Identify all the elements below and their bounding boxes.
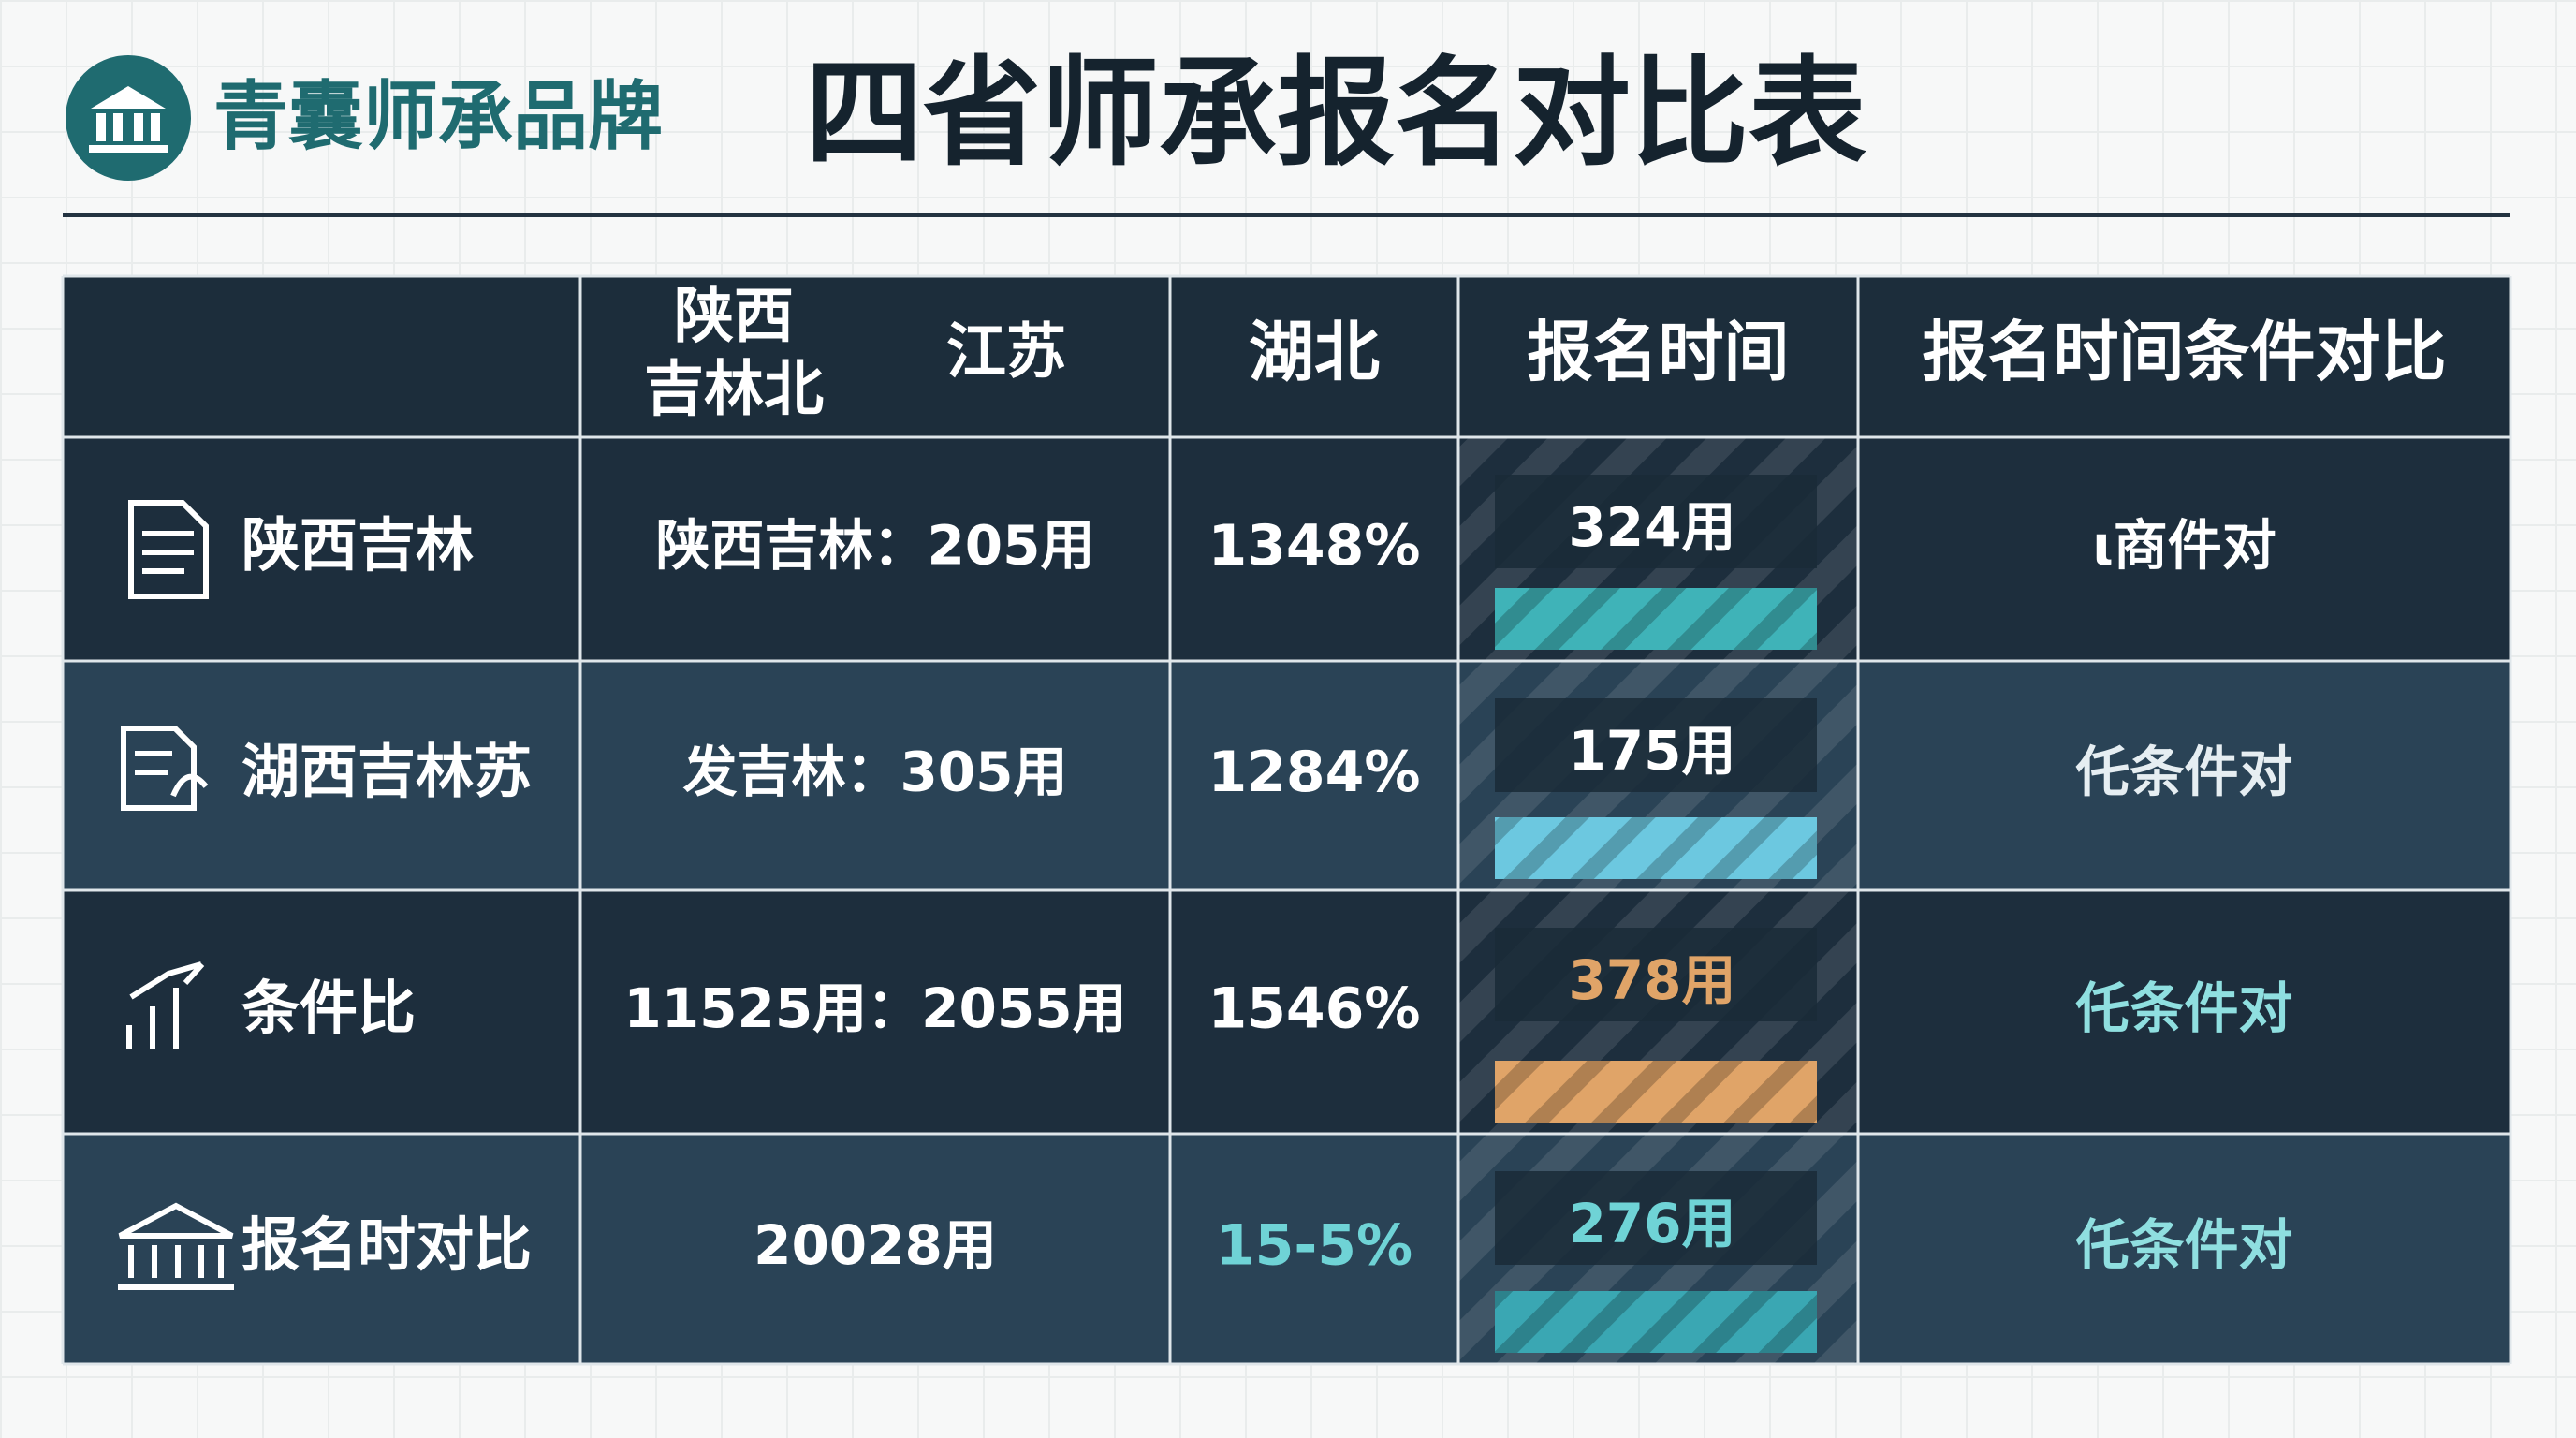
time-cell: 324用 [1568, 495, 1735, 559]
time-cell: 378用 [1568, 948, 1735, 1012]
compare-cell: ι商件对 [2092, 514, 2276, 578]
row-label: 陕西吉林 [242, 511, 474, 580]
row-label: 报名时对比 [242, 1211, 532, 1279]
column-header: 湖北 [1249, 314, 1380, 390]
column-header: 报名时间条件对比 [1923, 314, 2447, 390]
compare-cell: 仛条件对 [2074, 1213, 2292, 1277]
growth-icon [126, 961, 205, 1049]
detail-cell: 20028用 [754, 1213, 997, 1277]
accent-bar [1495, 817, 1817, 879]
time-box [1495, 928, 1817, 1021]
column-header: 陕西 [674, 283, 794, 352]
row-label: 条件比 [242, 974, 416, 1042]
detail-cell: 陕西吉林：205用 [655, 514, 1094, 578]
document-icon [128, 500, 209, 599]
accent-bar [1495, 1061, 1817, 1123]
rate-cell: 15-5% [1216, 1213, 1412, 1279]
compare-cell: 仛条件对 [2074, 976, 2292, 1040]
table-row [63, 1134, 2510, 1364]
rate-cell: 1284% [1208, 740, 1420, 805]
page-title: 四省师承报名对比表 [805, 45, 1866, 183]
row-label: 湖西吉林苏 [242, 738, 532, 806]
accent-bar [1495, 588, 1817, 650]
time-box [1495, 1171, 1817, 1265]
rate-cell: 1348% [1208, 513, 1420, 579]
compare-cell: 仛条件对 [2074, 741, 2292, 804]
column-header: 江苏 [946, 318, 1066, 388]
rate-cell: 1546% [1208, 976, 1420, 1042]
table-row [63, 890, 2510, 1134]
detail-cell: 11525用：2055用 [623, 976, 1126, 1040]
brand-logo [66, 55, 191, 181]
time-box [1495, 698, 1817, 792]
time-box [1495, 475, 1817, 568]
brand-name: 青囊师承品牌 [213, 73, 663, 160]
table-row [63, 661, 2510, 890]
row-icons [118, 500, 234, 1290]
detail-cell: 发吉林：305用 [682, 741, 1067, 804]
accent-bar [1495, 1291, 1817, 1353]
report-icon [121, 726, 209, 811]
institution-icon [118, 1202, 234, 1290]
column-header: 报名时间 [1528, 314, 1790, 390]
table-row [63, 437, 2510, 661]
brand-logo-icon [89, 86, 168, 153]
column-header: 吉林北 [644, 356, 824, 425]
header-row [63, 276, 2510, 437]
time-cell: 175用 [1568, 719, 1735, 783]
time-cell: 276用 [1568, 1192, 1735, 1255]
